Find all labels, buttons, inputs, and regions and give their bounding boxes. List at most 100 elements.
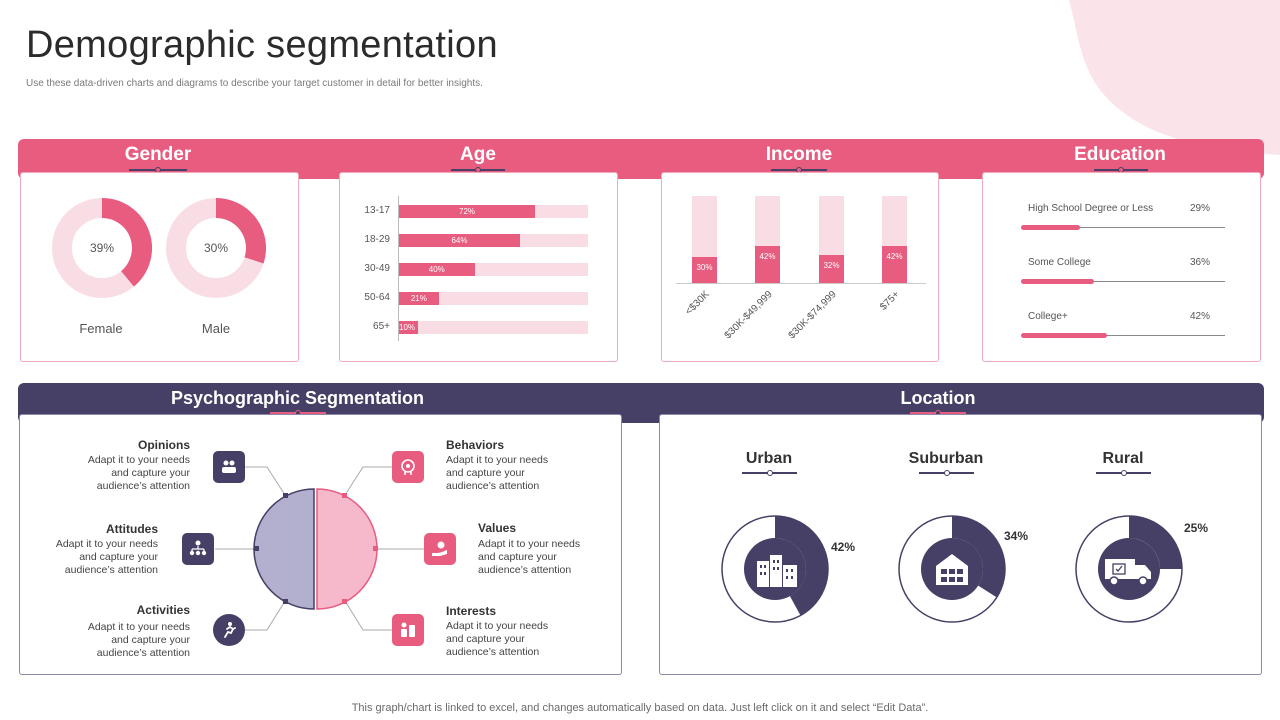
opinions-title: Opinions	[138, 438, 190, 452]
decorative-blob	[1068, 0, 1280, 155]
suburban-underline-dot	[944, 470, 950, 476]
education-track	[1021, 335, 1225, 336]
values-desc: Adapt it to your needs and capture your au…	[478, 538, 581, 576]
activities-desc: Adapt it to your needs and capture your au…	[87, 621, 190, 659]
dot-activities	[283, 599, 288, 604]
attitudes-desc: Adapt it to your needs and capture your au…	[55, 538, 158, 576]
house-icon	[934, 552, 970, 586]
gender-donut-value-1: 30%	[204, 241, 228, 255]
age-bar	[399, 234, 520, 247]
dot-values	[373, 546, 378, 551]
urban-underline-dot	[767, 470, 773, 476]
gender-heading: Gender	[124, 144, 192, 165]
location-donut-value-0: 42%	[831, 540, 855, 554]
education-value: 29%	[1190, 203, 1211, 214]
age-bar-value: 72%	[459, 207, 476, 216]
org-chart-icon	[182, 533, 214, 565]
psycho-circle-left-half	[253, 488, 315, 610]
income-bar-value: 42%	[886, 252, 903, 262]
behaviors-desc: Adapt it to your needs and capture your au…	[446, 454, 549, 492]
location-donut-charts: 42% 34% 25%	[721, 515, 1208, 623]
age-bar-value: 64%	[451, 236, 468, 245]
dot-behaviors	[342, 493, 347, 498]
connector-interests	[344, 600, 393, 631]
city-buildings-icon	[755, 553, 799, 587]
income-bar	[882, 246, 907, 283]
location-rural-label: Rural	[1102, 450, 1144, 467]
education-label: Some College	[1028, 257, 1091, 268]
footer-note: This graph/chart is linked to excel, and…	[351, 702, 929, 714]
psychographic-heading: Psychographic Segmentation	[170, 388, 425, 408]
income-bar-value: 32%	[823, 261, 840, 271]
income-axis-line	[676, 283, 926, 284]
connector-opinions	[245, 466, 286, 496]
page-subtitle: Use these data-driven charts and diagram…	[26, 78, 483, 89]
age-bar-value: 21%	[410, 294, 427, 303]
age-bar	[399, 321, 418, 334]
psychographic-diagram	[215, 466, 425, 631]
age-tick-label: 13-17	[364, 205, 390, 216]
page-title: Demographic segmentation	[26, 24, 498, 66]
income-bar-value: 30%	[696, 262, 713, 272]
psycho-circle-right-half	[316, 488, 378, 610]
hand-dollar-icon	[424, 533, 456, 565]
location-donut-value-2: 25%	[1184, 521, 1208, 535]
interests-desc: Adapt it to your needs and capture your au…	[446, 620, 549, 658]
education-track	[1021, 281, 1225, 282]
education-panel	[982, 172, 1261, 362]
education-bar	[1021, 279, 1095, 284]
activities-title: Activities	[136, 603, 190, 617]
dot-opinions	[283, 493, 288, 498]
behaviors-title: Behaviors	[446, 438, 505, 452]
age-bar-track	[399, 292, 588, 305]
gender-label-female: Female	[79, 321, 123, 336]
gender-label-male: Male	[201, 321, 231, 336]
education-bar	[1021, 225, 1081, 230]
connector-activities	[245, 600, 286, 631]
gender-donut-value-0: 39%	[90, 241, 114, 255]
values-title: Values	[478, 521, 517, 535]
education-track	[1021, 227, 1225, 228]
education-label: College+	[1028, 311, 1068, 322]
income-bar	[755, 246, 780, 283]
age-bar-track	[399, 321, 588, 334]
people-chat-icon	[213, 451, 245, 483]
age-bar	[399, 263, 475, 276]
location-donut-slice-2	[1128, 516, 1182, 570]
age-tick-label: 65+	[373, 321, 390, 332]
connector-behaviors	[344, 466, 393, 496]
dot-interests	[342, 599, 347, 604]
education-heading: Education	[1074, 144, 1166, 165]
brain-gear-icon	[392, 451, 424, 483]
age-bar	[399, 205, 536, 218]
running-icon	[213, 614, 245, 646]
location-suburban-label: Suburban	[908, 450, 984, 467]
gender-donut-slice-1	[215, 198, 266, 264]
attitudes-title: Attitudes	[106, 522, 158, 536]
income-bar	[692, 256, 717, 283]
location-donut-slice-0	[774, 516, 828, 616]
gender-donut-slice-0	[101, 198, 152, 287]
age-tick-label: 30-49	[364, 263, 390, 274]
education-bar	[1021, 333, 1107, 338]
education-value: 36%	[1190, 257, 1211, 268]
age-tick-label: 18-29	[364, 234, 390, 245]
dot-attitudes	[254, 546, 259, 551]
age-axis-line	[398, 196, 399, 341]
income-bar	[819, 255, 844, 283]
age-bar-value: 10%	[399, 323, 416, 332]
education-value: 42%	[1190, 311, 1211, 322]
hobbies-icon	[392, 614, 424, 646]
location-urban-label: Urban	[745, 450, 793, 467]
location-donut-value-1: 34%	[1004, 529, 1028, 543]
age-bar	[399, 292, 439, 305]
interests-title: Interests	[446, 604, 497, 618]
income-bar-value: 42%	[759, 252, 776, 262]
age-heading: Age	[460, 144, 496, 165]
age-tick-label: 50-64	[364, 292, 390, 303]
rural-underline-dot	[1121, 470, 1127, 476]
income-heading: Income	[765, 144, 833, 165]
opinions-desc: Adapt it to your needs and capture your au…	[87, 454, 190, 492]
location-donut-slice-1	[951, 516, 1005, 598]
delivery-truck-icon	[1103, 556, 1153, 586]
